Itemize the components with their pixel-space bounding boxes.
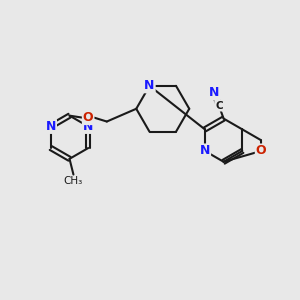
Text: N: N bbox=[209, 86, 219, 99]
Text: N: N bbox=[200, 145, 210, 158]
Text: O: O bbox=[83, 111, 94, 124]
Text: N: N bbox=[144, 79, 155, 92]
Text: C: C bbox=[215, 101, 223, 111]
Text: O: O bbox=[256, 145, 266, 158]
Text: N: N bbox=[83, 120, 93, 133]
Text: N: N bbox=[46, 120, 56, 133]
Text: CH₃: CH₃ bbox=[64, 176, 83, 187]
